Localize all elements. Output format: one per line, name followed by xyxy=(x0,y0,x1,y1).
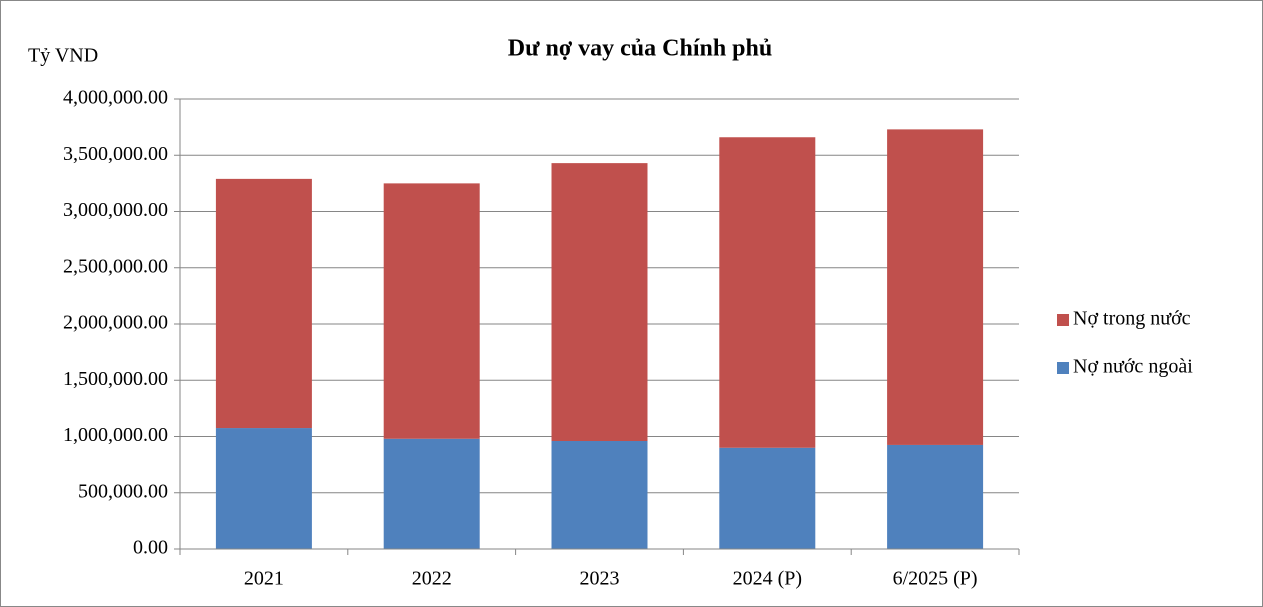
legend-swatch xyxy=(1057,314,1069,326)
y-tick-label: 1,000,000.00 xyxy=(63,424,168,446)
x-tick-label: 2022 xyxy=(412,568,452,590)
y-tick-label: 4,000,000.00 xyxy=(63,87,168,109)
bar-segment xyxy=(383,438,480,549)
bar-segment xyxy=(551,441,648,549)
bar-segment xyxy=(887,444,984,549)
y-tick-label: 3,500,000.00 xyxy=(63,143,168,165)
bar-segment xyxy=(551,163,648,441)
bar-segment xyxy=(719,447,816,549)
y-tick-label: 500,000.00 xyxy=(78,480,168,502)
y-tick-label: 0.00 xyxy=(133,537,168,559)
legend-label: Nợ nước ngoài xyxy=(1073,356,1193,378)
bar-segment xyxy=(383,183,480,439)
bar-segment xyxy=(887,129,984,445)
y-tick-label: 3,000,000.00 xyxy=(63,199,168,221)
y-tick-label: 1,500,000.00 xyxy=(63,368,168,390)
x-tick-label: 2024 (P) xyxy=(733,568,802,590)
chart-title: Dư nợ vay của Chính phủ xyxy=(508,36,772,62)
bar-segment xyxy=(215,178,312,429)
bar-segment xyxy=(215,428,312,549)
x-tick-label: 2023 xyxy=(580,568,620,590)
y-tick-label: 2,500,000.00 xyxy=(63,255,168,277)
bar-segment xyxy=(719,137,816,448)
legend-label: Nợ trong nước xyxy=(1073,308,1191,330)
x-tick-label: 6/2025 (P) xyxy=(893,568,978,590)
y-tick-label: 2,000,000.00 xyxy=(63,312,168,334)
y-axis-label: Tỷ VND xyxy=(28,45,98,67)
legend-swatch xyxy=(1057,362,1069,374)
x-tick-label: 2021 xyxy=(244,568,284,590)
